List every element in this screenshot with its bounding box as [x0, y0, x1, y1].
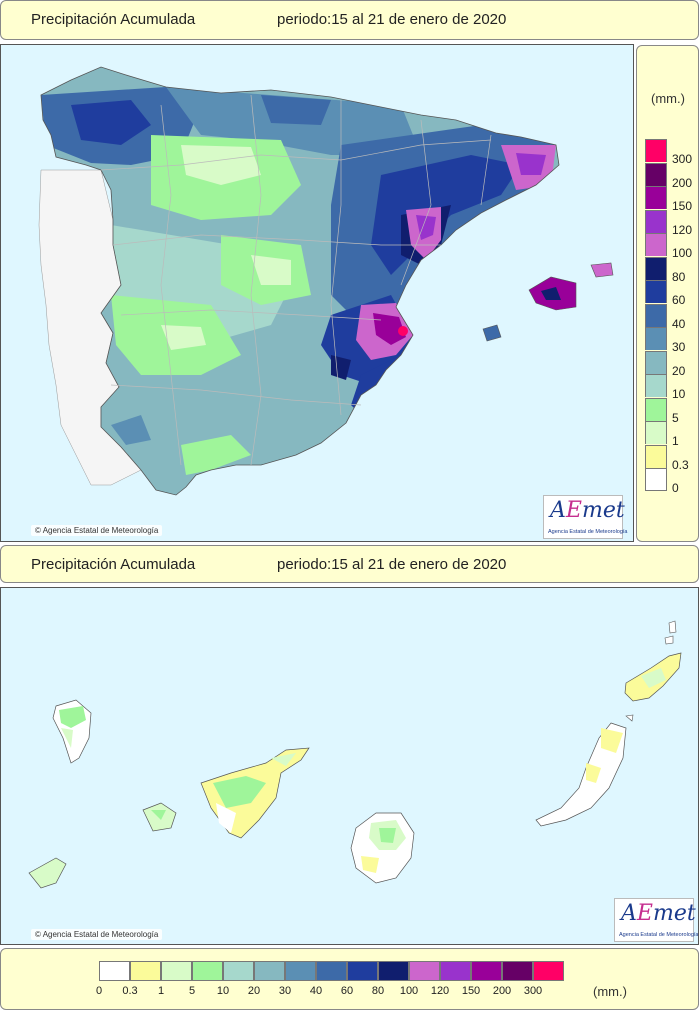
vertical-legend: (mm.) 300 200 150 120 100 80 60 40 30 20 10 5 1 0.3 0	[636, 45, 699, 542]
legend-swatch	[471, 961, 502, 981]
bottom-title-bar: Precipitación Acumulada periodo:15 al 21…	[0, 545, 699, 583]
legend-label: 30	[278, 985, 292, 997]
legend-unit-2: (mm.)	[593, 984, 627, 999]
peninsula-map-panel: © Agencia Estatal de Meteorología AEmet …	[0, 44, 634, 542]
legend-unit: (mm.)	[651, 91, 685, 106]
legend-swatch	[645, 444, 667, 468]
legend-label: 20	[247, 985, 261, 997]
legend-label: 150	[672, 199, 693, 213]
legend-label: 10	[672, 387, 686, 401]
legend-label: 60	[672, 293, 686, 307]
legend-label: 0.3	[672, 457, 689, 472]
legend-swatch	[130, 961, 161, 981]
legend-label: 300	[523, 985, 543, 997]
legend-swatch	[645, 280, 667, 303]
legend-label: 5	[672, 410, 679, 425]
credit-label: © Agencia Estatal de Meteorología	[31, 525, 163, 536]
legend-swatch	[502, 961, 533, 981]
canary-map-panel: © Agencia Estatal de Meteorología AEmet …	[0, 587, 699, 945]
legend-label: 0.3	[122, 985, 138, 997]
copyright-icon: ©	[35, 526, 41, 535]
legend-swatch	[192, 961, 223, 981]
legend-label: 60	[340, 985, 354, 997]
legend-label: 80	[371, 985, 385, 997]
legend-label: 100	[399, 985, 419, 997]
legend-swatch	[645, 397, 667, 421]
legend-label: 300	[672, 152, 693, 166]
legend-label: 40	[672, 316, 686, 331]
legend-swatch	[254, 961, 285, 981]
aemet-logo-2: AEmet Agencia Estatal de Meteorología	[614, 898, 698, 942]
legend-label: 1	[157, 985, 165, 997]
legend-label: 20	[672, 363, 686, 378]
legend-swatch	[645, 421, 667, 444]
legend-swatch	[99, 961, 130, 981]
top-title-bar: Precipitación Acumulada periodo:15 al 21…	[0, 0, 699, 40]
map-title: Precipitación Acumulada	[31, 11, 196, 28]
legend-swatch	[645, 186, 667, 209]
copyright-icon: ©	[35, 930, 41, 939]
aemet-logo: AEmet Agencia Estatal de Meteorología	[543, 495, 628, 539]
legend-label: 120	[672, 222, 693, 237]
legend-label: 200	[492, 985, 512, 997]
canary-map	[28, 620, 682, 889]
legend-swatch	[645, 209, 667, 233]
legend-swatch	[645, 162, 667, 186]
legend-label: 200	[672, 175, 693, 190]
legend-swatch	[161, 961, 192, 981]
legend-swatch	[440, 961, 471, 981]
legend-label: 120	[430, 985, 450, 997]
legend-swatch	[645, 327, 667, 350]
period-label-2: periodo:15 al 21 de enero de 2020	[277, 556, 507, 573]
legend-swatch	[645, 374, 667, 397]
legend-swatch	[223, 961, 254, 981]
legend-swatch	[378, 961, 409, 981]
legend-swatch	[533, 961, 564, 981]
legend-label: 100	[672, 246, 693, 260]
legend-label: 1	[672, 434, 679, 448]
legend-label: 150	[461, 985, 481, 997]
legend-swatch	[645, 350, 667, 374]
legend-swatch	[409, 961, 440, 981]
legend-label: 5	[188, 985, 196, 997]
peninsula-map	[38, 66, 614, 496]
legend-swatch	[645, 139, 667, 162]
legend-swatch	[285, 961, 316, 981]
legend-label: 80	[672, 269, 686, 284]
horizontal-legend: 0 0.3 1 5 10 20 30 40 60 80 100 120 150 200 300 (mm.)	[0, 948, 699, 1010]
legend-swatch	[645, 303, 667, 327]
legend-swatch	[316, 961, 347, 981]
legend-label: 10	[216, 985, 230, 997]
credit-label-2: © Agencia Estatal de Meteorología	[31, 929, 163, 940]
legend-label: 30	[672, 340, 686, 354]
legend-label: 0	[672, 481, 679, 495]
legend-swatch	[645, 468, 667, 491]
legend-label: 0	[95, 985, 103, 997]
legend-swatch	[347, 961, 378, 981]
legend-swatch	[645, 233, 667, 256]
period-label: periodo:15 al 21 de enero de 2020	[277, 11, 507, 28]
map-title-2: Precipitación Acumulada	[31, 556, 196, 573]
legend-swatch	[645, 256, 667, 280]
legend-label: 40	[309, 985, 323, 997]
